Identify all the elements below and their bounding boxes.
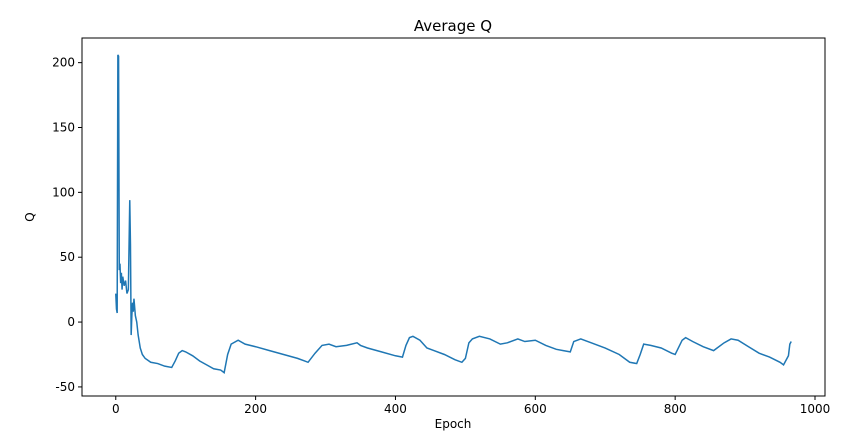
x-tick-label: 0 <box>112 402 120 416</box>
y-axis-label: Q <box>23 212 37 221</box>
y-tick-label: 50 <box>60 250 75 264</box>
x-tick-label: 400 <box>384 402 407 416</box>
x-tick-label: 600 <box>524 402 547 416</box>
data-line <box>115 54 792 374</box>
y-tick-label: 100 <box>52 185 75 199</box>
y-tick-label: 200 <box>52 56 75 70</box>
plot-frame <box>81 37 826 397</box>
x-tick-label: 800 <box>664 402 687 416</box>
y-tick-label: 0 <box>67 315 75 329</box>
y-tick-label: -50 <box>55 380 75 394</box>
x-tick-label: 200 <box>244 402 267 416</box>
x-axis-label: Epoch <box>435 417 472 431</box>
x-tick-label: 1000 <box>800 402 831 416</box>
chart-title: Average Q <box>414 17 492 35</box>
y-tick-label: 150 <box>52 121 75 135</box>
